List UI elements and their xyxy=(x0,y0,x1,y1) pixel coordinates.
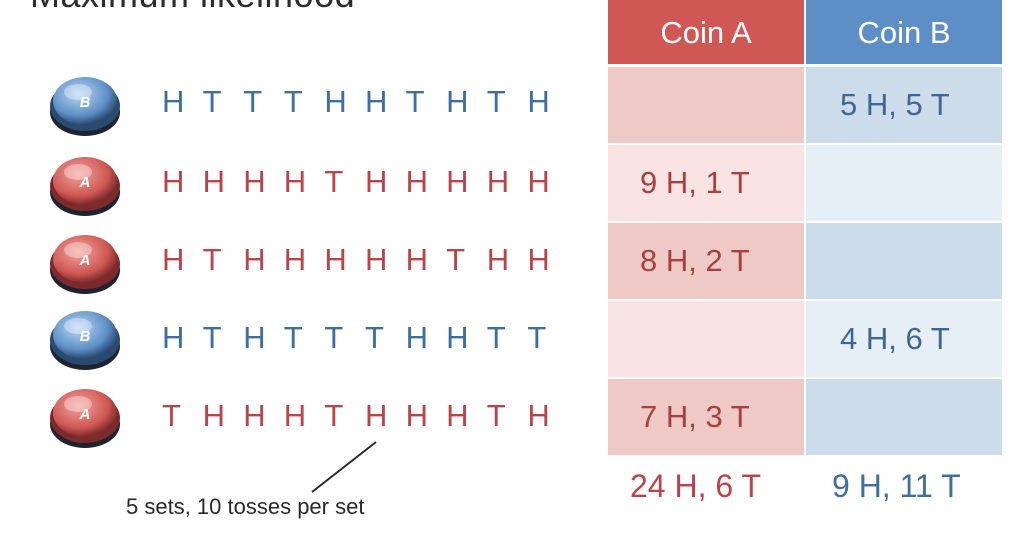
toss-result: H xyxy=(243,398,266,433)
svg-text:A: A xyxy=(79,252,91,269)
coin-a-icon: A xyxy=(44,220,126,302)
coin-a-header: Coin A xyxy=(608,0,804,64)
coin-a-count-cell xyxy=(608,67,804,143)
svg-text:B: B xyxy=(80,94,91,111)
toss-result: H xyxy=(486,164,510,199)
toss-result: H xyxy=(283,398,307,433)
coin-a-count-cell xyxy=(608,301,804,377)
toss-result: H xyxy=(324,84,347,119)
coin-a-total: 24 H, 6 T xyxy=(630,468,762,504)
svg-text:B: B xyxy=(80,328,91,345)
toss-result: H xyxy=(405,398,428,433)
toss-result: H xyxy=(446,398,469,433)
toss-result: H xyxy=(162,164,185,199)
toss-result: T xyxy=(486,84,506,119)
coin-b-total: 9 H, 11 T xyxy=(832,468,961,504)
toss-result: H xyxy=(162,242,185,277)
toss-result: H xyxy=(243,320,266,355)
toss-result: T xyxy=(405,84,425,119)
toss-result: H xyxy=(405,164,428,199)
toss-result: H xyxy=(486,242,510,277)
toss-result: T xyxy=(364,320,384,355)
toss-result: T xyxy=(486,320,506,355)
svg-text:A: A xyxy=(79,406,91,423)
toss-result: H xyxy=(364,164,388,199)
toss-result: T xyxy=(283,320,303,355)
toss-result: T xyxy=(527,320,547,355)
toss-result: H xyxy=(162,320,185,355)
toss-result: H xyxy=(446,84,469,119)
toss-result: H xyxy=(283,164,307,199)
section-title: Maximum likelihood xyxy=(30,0,355,16)
coin-a-icon: A xyxy=(44,142,126,224)
coin-b-count-cell xyxy=(806,145,1002,221)
coin-b-icon: B xyxy=(44,296,126,378)
toss-result: T xyxy=(243,84,263,119)
toss-result: H xyxy=(364,242,388,277)
coin-b-header: Coin B xyxy=(806,0,1002,64)
toss-result: H xyxy=(202,398,225,433)
coin-a-icon: A xyxy=(44,374,126,456)
toss-result: T xyxy=(324,398,344,433)
svg-text:A: A xyxy=(79,174,91,191)
toss-result: H xyxy=(243,164,266,199)
caption-pointer-line xyxy=(311,441,377,493)
toss-result: H xyxy=(243,242,266,277)
coin-a-count-cell: 7 H, 3 T xyxy=(608,379,804,455)
toss-result: H xyxy=(202,164,225,199)
caption: 5 sets, 10 tosses per set xyxy=(126,494,365,519)
toss-result: T xyxy=(283,84,303,119)
toss-result: T xyxy=(202,84,222,119)
coin-a-count-cell: 8 H, 2 T xyxy=(608,223,804,299)
toss-result: H xyxy=(324,242,347,277)
toss-result: T xyxy=(162,398,181,433)
toss-result: H xyxy=(446,164,469,199)
toss-result: T xyxy=(486,398,506,433)
toss-result: T xyxy=(202,320,222,355)
toss-result: H xyxy=(162,84,185,119)
coin-b-count-cell: 4 H, 6 T xyxy=(806,301,1002,377)
toss-result: H xyxy=(527,398,550,433)
toss-result: H xyxy=(364,84,388,119)
toss-result: T xyxy=(324,320,344,355)
toss-result: T xyxy=(324,164,344,199)
coin-b-count-cell: 5 H, 5 T xyxy=(806,67,1002,143)
toss-result: H xyxy=(364,398,388,433)
coin-b-count-cell xyxy=(806,379,1002,455)
toss-result: H xyxy=(446,320,469,355)
toss-result: T xyxy=(446,242,466,277)
toss-result: H xyxy=(527,84,550,119)
toss-result: H xyxy=(405,320,428,355)
toss-result: H xyxy=(283,242,307,277)
toss-result: T xyxy=(202,242,222,277)
toss-result: H xyxy=(527,242,550,277)
coin-a-count-cell: 9 H, 1 T xyxy=(608,145,804,221)
coin-b-count-cell xyxy=(806,223,1002,299)
toss-result: H xyxy=(527,164,550,199)
coin-b-icon: B xyxy=(44,62,126,144)
toss-result: H xyxy=(405,242,428,277)
